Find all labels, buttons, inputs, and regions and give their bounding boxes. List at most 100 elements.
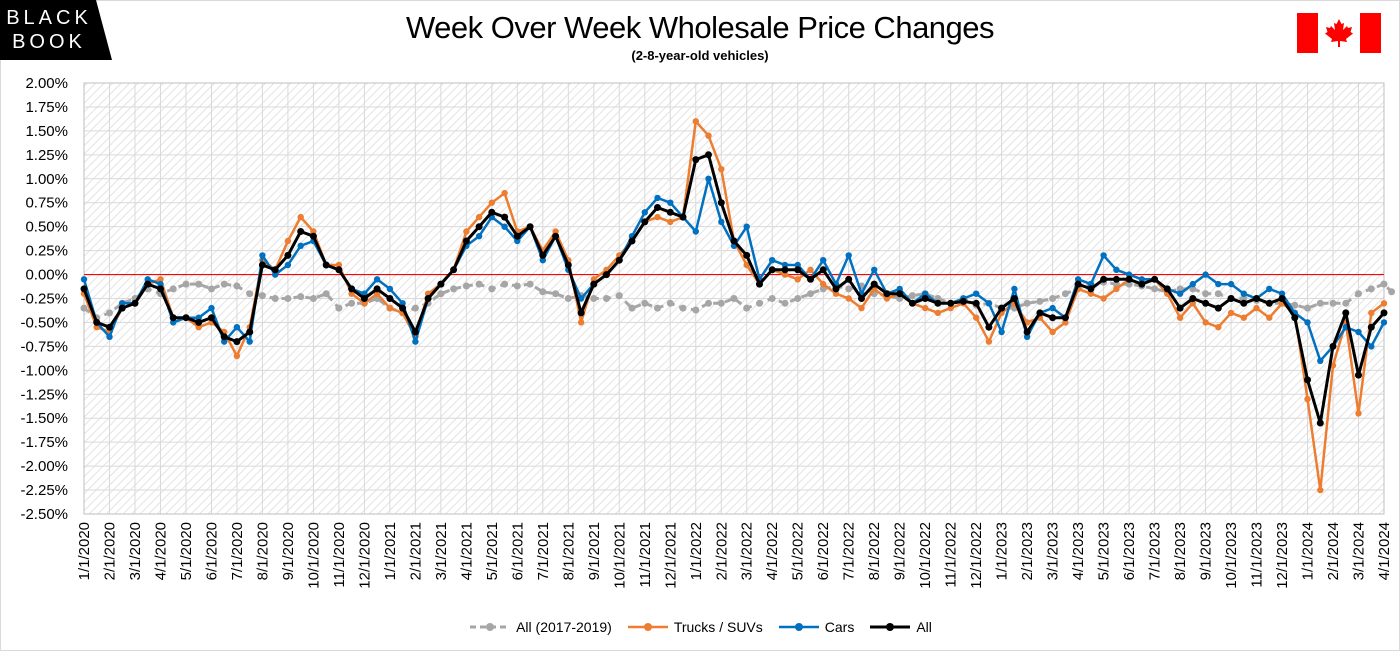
data-point	[309, 232, 317, 240]
data-point	[182, 280, 190, 288]
data-point	[1355, 290, 1362, 298]
data-point	[488, 285, 496, 293]
data-point	[386, 304, 394, 312]
data-point	[118, 304, 126, 312]
data-point	[386, 295, 394, 302]
data-point	[1112, 280, 1120, 288]
logo-line1: BLACK	[6, 7, 92, 29]
data-point	[1113, 266, 1120, 273]
data-point	[705, 151, 712, 159]
data-point	[794, 266, 802, 274]
data-point	[361, 300, 368, 307]
data-point	[539, 288, 547, 296]
data-point	[335, 266, 343, 274]
data-point	[526, 280, 534, 288]
data-point	[1176, 285, 1184, 293]
data-point	[692, 228, 699, 235]
data-point	[1176, 290, 1184, 297]
data-point	[462, 237, 470, 245]
data-point	[807, 290, 814, 298]
data-point	[233, 282, 241, 290]
data-point	[501, 213, 509, 221]
data-point	[1317, 357, 1324, 364]
data-point	[144, 280, 152, 288]
data-point	[1074, 276, 1082, 283]
data-point	[679, 304, 687, 312]
data-point	[947, 304, 954, 312]
x-tick-label: 8/1/2020	[254, 522, 271, 580]
x-tick-label: 5/1/2023	[1096, 522, 1113, 580]
chart-legend: All (2017-2019) Trucks / SUVs Cars All	[0, 619, 1400, 635]
data-point	[1253, 295, 1260, 302]
data-point	[475, 280, 483, 288]
data-point	[373, 290, 381, 297]
data-point	[309, 295, 317, 302]
data-point	[973, 314, 980, 321]
legend-item: Trucks / SUVs	[626, 619, 763, 635]
data-point	[284, 295, 292, 302]
data-point	[272, 271, 279, 278]
data-point	[1342, 299, 1350, 307]
data-point	[794, 276, 801, 283]
data-point	[641, 299, 649, 307]
data-point	[513, 282, 521, 290]
x-tick-label: 5/1/2021	[484, 522, 501, 580]
data-point	[1036, 297, 1044, 305]
data-point	[488, 199, 495, 206]
legend-swatch	[870, 623, 911, 631]
data-point	[1100, 252, 1107, 259]
data-point	[870, 280, 878, 288]
x-tick-label: 5/1/2022	[790, 522, 807, 580]
plot-border	[83, 82, 1385, 515]
data-point	[947, 299, 955, 307]
data-point	[335, 261, 343, 269]
data-point	[552, 290, 560, 298]
legend-swatch	[470, 623, 511, 631]
y-tick-label: -1.50%	[20, 410, 68, 427]
x-tick-label: 7/1/2022	[841, 522, 858, 580]
data-point	[921, 295, 929, 302]
y-tick-label: -1.00%	[20, 362, 68, 379]
data-point	[756, 299, 763, 307]
data-point	[144, 276, 151, 283]
x-tick-label: 12/1/2021	[662, 522, 679, 589]
data-point	[1049, 314, 1057, 322]
x-tick-label: 3/1/2024	[1351, 522, 1368, 580]
data-point	[1317, 486, 1324, 494]
data-point	[781, 261, 789, 269]
data-point	[1380, 300, 1388, 307]
data-point	[246, 328, 254, 336]
data-point	[654, 194, 661, 202]
data-point	[1278, 295, 1286, 302]
data-point	[1304, 319, 1311, 326]
data-point	[756, 280, 763, 288]
data-point	[832, 290, 840, 297]
data-point	[679, 213, 687, 221]
data-point	[998, 304, 1006, 312]
data-point	[564, 261, 572, 269]
data-point	[437, 290, 445, 298]
data-point	[259, 252, 266, 259]
data-point	[705, 299, 712, 307]
data-point	[399, 300, 406, 307]
data-point	[1202, 319, 1209, 326]
data-point	[845, 275, 853, 283]
data-point	[845, 252, 852, 259]
data-point	[450, 285, 458, 293]
x-tick-label: 1/1/2020	[76, 522, 93, 580]
data-point	[985, 300, 993, 307]
data-point	[743, 261, 750, 269]
x-tick-label: 9/1/2022	[892, 522, 909, 580]
data-point	[208, 304, 215, 312]
data-point	[615, 256, 623, 264]
data-point	[1215, 324, 1222, 331]
data-point	[233, 352, 241, 360]
data-point	[1368, 343, 1375, 350]
x-tick-label: 10/1/2021	[611, 522, 628, 589]
y-tick-label: 0.00%	[25, 267, 68, 284]
data-point	[654, 204, 661, 211]
data-point	[743, 223, 750, 230]
legend-label: Trucks / SUVs	[673, 619, 763, 635]
x-tick-label: 6/1/2020	[203, 522, 220, 580]
data-point	[1074, 280, 1082, 288]
